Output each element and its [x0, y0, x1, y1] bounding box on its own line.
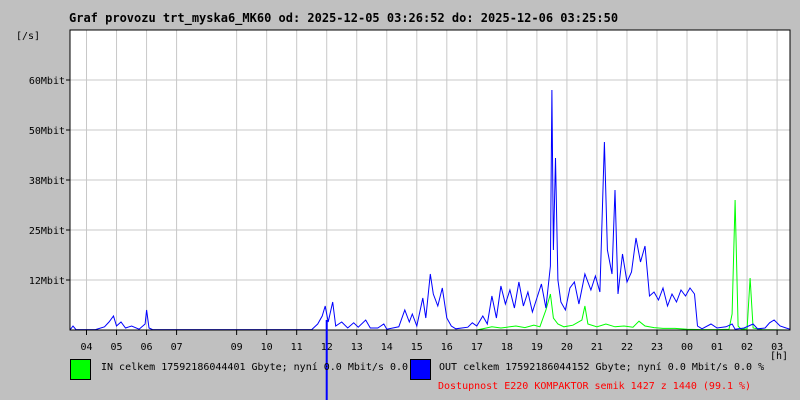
x-tick-label: 15	[411, 342, 423, 353]
legend-in-swatch	[70, 359, 91, 380]
x-tick-label: 13	[351, 342, 363, 353]
x-tick-label: 07	[171, 342, 183, 353]
y-axis-unit: [/s]	[16, 31, 41, 42]
x-tick-label: 02	[741, 342, 753, 353]
x-tick-label: 01	[711, 342, 723, 353]
x-tick-label: 11	[291, 342, 303, 353]
chart-title: Graf provozu trt_myska6_MK60 od: 2025-12…	[69, 11, 619, 25]
legend-in-text: IN celkem 17592186044401 Gbyte; nyní 0.0…	[101, 362, 421, 373]
x-tick-label: 23	[651, 342, 663, 353]
x-tick-label: 05	[111, 342, 123, 353]
legend-out-text: OUT celkem 17592186044152 Gbyte; nyní 0.…	[439, 362, 765, 373]
x-tick-label: 14	[381, 342, 393, 353]
x-tick-label: 21	[591, 342, 603, 353]
availability-text: Dostupnost E220 KOMPAKTOR semik 1427 z 1…	[438, 381, 752, 392]
y-tick-label: 60Mbit	[29, 76, 65, 87]
x-tick-label: 04	[80, 342, 92, 353]
x-tick-label: 09	[231, 342, 243, 353]
x-tick-label: 17	[471, 342, 483, 353]
series-line-in	[70, 199, 791, 331]
y-tick-label: 12Mbit	[29, 276, 65, 287]
y-tick-label: 38Mbit	[29, 176, 65, 187]
x-tick-label: 16	[441, 342, 453, 353]
plot-border	[69, 29, 791, 331]
series-line-out	[69, 89, 791, 331]
legend-out-swatch	[410, 359, 431, 380]
x-tick-label: 10	[261, 342, 273, 353]
x-tick-label: 22	[621, 342, 633, 353]
x-tick-label: 00	[681, 342, 693, 353]
x-axis-unit: [h]	[770, 351, 789, 362]
y-tick-label: 25Mbit	[29, 226, 65, 237]
x-tick-label: 19	[531, 342, 543, 353]
y-tick-label: 50Mbit	[29, 126, 65, 137]
x-tick-label: 18	[501, 342, 513, 353]
x-tick-label: 03	[771, 342, 783, 353]
x-tick-label: 06	[141, 342, 153, 353]
x-tick-label: 20	[561, 342, 573, 353]
